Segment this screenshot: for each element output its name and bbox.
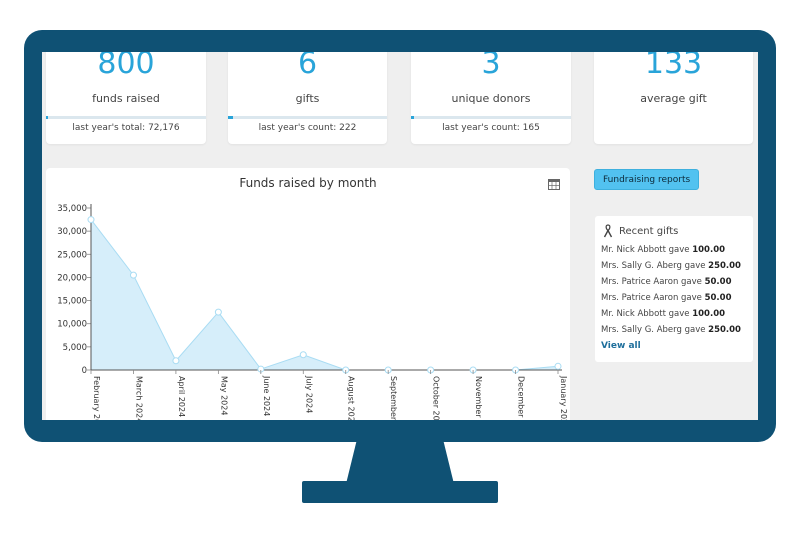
recent-gifts-header: Recent gifts bbox=[603, 224, 678, 238]
data-point bbox=[214, 308, 222, 316]
x-tick-label: December 20 bbox=[517, 376, 526, 420]
stat-card-gifts: 6 gifts last year's count: 222 bbox=[228, 52, 387, 144]
gift-donor-text: Mrs. Patrice Aaron gave bbox=[601, 277, 705, 287]
funds-raised-progress-fill bbox=[46, 116, 48, 119]
chart-title: Funds raised by month bbox=[239, 176, 377, 190]
unique-donors-progress bbox=[411, 116, 571, 119]
y-tick-label: 20,000 bbox=[57, 273, 87, 283]
view-all-link[interactable]: View all bbox=[601, 341, 641, 351]
x-tick-label: May 2024 bbox=[219, 376, 228, 415]
recent-gift-item[interactable]: Mr. Nick Abbott gave 100.00 bbox=[601, 245, 725, 255]
recent-gifts-title: Recent gifts bbox=[619, 225, 679, 237]
recent-gift-item[interactable]: Mrs. Patrice Aaron gave 50.00 bbox=[601, 293, 731, 303]
x-tick-label: November 2 bbox=[474, 376, 483, 420]
data-point bbox=[554, 362, 562, 370]
gift-amount: 100.00 bbox=[692, 245, 726, 255]
fundraising-reports-button[interactable]: Fundraising reports bbox=[594, 169, 700, 190]
recent-gift-item[interactable]: Mrs. Sally G. Aberg gave 250.00 bbox=[601, 261, 741, 271]
gift-donor-text: Mrs. Patrice Aaron gave bbox=[601, 293, 705, 303]
dashboard-screen: 800 funds raised last year's total: 72,1… bbox=[42, 52, 758, 420]
x-tick-label: August 2024 bbox=[347, 376, 356, 420]
gift-donor-text: Mr. Nick Abbott gave bbox=[601, 309, 693, 319]
recent-gift-item[interactable]: Mrs. Patrice Aaron gave 50.00 bbox=[601, 277, 731, 287]
y-tick-label: 25,000 bbox=[57, 250, 87, 260]
stat-card-unique-donors: 3 unique donors last year's count: 165 bbox=[411, 52, 571, 144]
gifts-progress bbox=[228, 116, 387, 119]
funds-raised-progress bbox=[46, 116, 206, 119]
x-tick-label: January 202 bbox=[559, 375, 568, 420]
gift-donor-text: Mrs. Sally G. Aberg gave bbox=[601, 325, 709, 335]
data-point bbox=[172, 357, 180, 365]
unique-donors-label: unique donors bbox=[451, 92, 531, 105]
funds-raised-last-year: last year's total: 72,176 bbox=[72, 123, 180, 133]
x-tick-label: June 2024 bbox=[262, 375, 271, 416]
x-tick-label: July 2024 bbox=[304, 375, 313, 413]
average-gift-label: average gift bbox=[640, 92, 707, 105]
y-tick-label: 5,000 bbox=[63, 343, 87, 353]
monitor-stand-neck bbox=[346, 440, 454, 484]
monitor-stand-base bbox=[302, 481, 498, 503]
unique-donors-last-year: last year's count: 165 bbox=[442, 123, 540, 133]
recent-gift-item[interactable]: Mrs. Sally G. Aberg gave 250.00 bbox=[601, 325, 741, 335]
stat-card-average-gift: 133 average gift bbox=[594, 52, 753, 144]
funds-raised-label: funds raised bbox=[92, 92, 160, 105]
average-gift-value: 133 bbox=[644, 52, 703, 81]
gift-amount: 250.00 bbox=[708, 261, 741, 271]
gifts-value: 6 bbox=[297, 52, 318, 81]
calendar-icon[interactable] bbox=[548, 178, 560, 190]
x-tick-label: October 202 bbox=[432, 376, 441, 420]
gift-donor-text: Mr. Nick Abbott gave bbox=[601, 245, 693, 255]
funds-by-month-chart: 0 5,000 10,000 15,000 20,000 25,000 30,000 35,0… bbox=[57, 204, 568, 420]
gift-amount: 100.00 bbox=[692, 309, 726, 319]
gift-donor-text: Mrs. Sally G. Aberg gave bbox=[601, 261, 709, 271]
y-tick-label: 15,000 bbox=[57, 297, 87, 307]
x-tick-label: September 2 bbox=[389, 376, 398, 420]
x-tick-label: April 2024 bbox=[177, 376, 186, 417]
awareness-ribbon-icon bbox=[603, 224, 613, 238]
x-tick-label: March 2024 bbox=[134, 376, 143, 420]
stat-card-funds-raised: 800 funds raised last year's total: 72,1… bbox=[46, 52, 206, 144]
recent-gifts-card: Recent gifts Mr. Nick Abbott gave 100.00… bbox=[595, 216, 753, 362]
data-point bbox=[299, 351, 307, 359]
y-tick-label: 30,000 bbox=[57, 227, 87, 237]
data-point bbox=[87, 216, 95, 224]
gift-amount: 250.00 bbox=[708, 325, 741, 335]
y-tick-label: 0 bbox=[82, 366, 87, 376]
series-area bbox=[91, 219, 558, 370]
y-tick-label: 35,000 bbox=[57, 204, 87, 214]
gift-amount: 50.00 bbox=[704, 277, 732, 287]
gifts-progress-fill bbox=[228, 116, 233, 119]
data-point bbox=[129, 271, 137, 279]
funds-raised-value: 800 bbox=[97, 52, 155, 81]
y-tick-label: 10,000 bbox=[57, 320, 87, 330]
unique-donors-value: 3 bbox=[481, 52, 501, 81]
x-tick-label: February 202 bbox=[92, 376, 101, 420]
gifts-last-year: last year's count: 222 bbox=[258, 123, 357, 133]
funds-by-month-chart-card: 0 5,000 10,000 15,000 20,000 25,000 30,000 35,0… bbox=[46, 168, 570, 420]
gifts-label: gifts bbox=[295, 92, 320, 105]
unique-donors-progress-fill bbox=[411, 116, 415, 119]
gift-amount: 50.00 bbox=[704, 293, 732, 303]
recent-gift-item[interactable]: Mr. Nick Abbott gave 100.00 bbox=[601, 309, 725, 319]
